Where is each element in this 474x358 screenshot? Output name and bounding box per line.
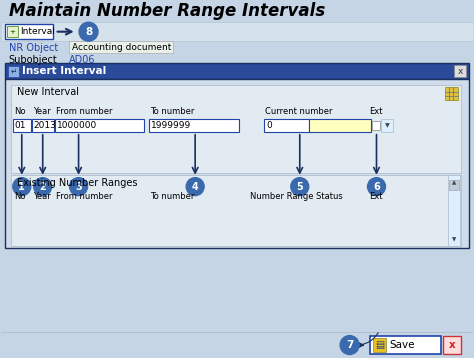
Text: ▼: ▼	[385, 123, 390, 128]
FancyBboxPatch shape	[11, 175, 461, 246]
Text: Number Range Status: Number Range Status	[250, 192, 343, 201]
Text: From number: From number	[55, 107, 112, 116]
Text: Subobject: Subobject	[9, 55, 57, 65]
Text: New Interval: New Interval	[17, 87, 79, 97]
FancyBboxPatch shape	[11, 85, 461, 173]
FancyBboxPatch shape	[32, 119, 54, 132]
FancyBboxPatch shape	[382, 119, 393, 132]
Text: ▼: ▼	[452, 237, 456, 242]
Text: Save: Save	[390, 340, 415, 350]
FancyBboxPatch shape	[5, 24, 53, 39]
Text: ▤: ▤	[375, 340, 384, 350]
Text: 1000000: 1000000	[57, 121, 97, 130]
FancyBboxPatch shape	[1, 1, 473, 21]
Text: Year: Year	[33, 107, 51, 116]
FancyBboxPatch shape	[69, 41, 173, 53]
Text: Existing Number Ranges: Existing Number Ranges	[17, 178, 137, 188]
FancyBboxPatch shape	[13, 119, 31, 132]
FancyBboxPatch shape	[1, 332, 473, 358]
Text: Ext: Ext	[370, 192, 383, 201]
Text: 4: 4	[192, 182, 199, 192]
Text: No: No	[14, 192, 25, 201]
Circle shape	[291, 178, 309, 195]
Text: 1: 1	[18, 182, 25, 192]
Text: Insert Interval: Insert Interval	[22, 66, 106, 76]
FancyBboxPatch shape	[370, 336, 441, 354]
Text: AD06: AD06	[69, 55, 95, 65]
FancyBboxPatch shape	[7, 26, 18, 37]
Text: ▲: ▲	[452, 180, 456, 185]
FancyBboxPatch shape	[443, 336, 461, 354]
Text: Maintain Number Range Intervals: Maintain Number Range Intervals	[9, 2, 325, 20]
Text: ↵: ↵	[10, 67, 17, 76]
Circle shape	[79, 22, 98, 41]
Text: No: No	[14, 107, 25, 116]
Text: NR Object: NR Object	[9, 43, 58, 53]
FancyBboxPatch shape	[454, 65, 466, 77]
Text: 7: 7	[346, 340, 353, 350]
Circle shape	[340, 335, 359, 354]
Circle shape	[70, 178, 88, 195]
Text: Interval: Interval	[20, 27, 55, 36]
Text: +: +	[9, 29, 15, 35]
Text: To number: To number	[150, 192, 195, 201]
Circle shape	[186, 178, 204, 195]
Text: Current number: Current number	[265, 107, 332, 116]
Text: 5: 5	[296, 182, 303, 192]
Text: 1999999: 1999999	[151, 121, 191, 130]
FancyBboxPatch shape	[8, 66, 19, 77]
Text: Accounting document: Accounting document	[72, 43, 171, 52]
FancyBboxPatch shape	[5, 63, 469, 79]
FancyBboxPatch shape	[372, 121, 381, 130]
FancyBboxPatch shape	[373, 338, 386, 352]
FancyBboxPatch shape	[449, 180, 459, 190]
Text: 0: 0	[266, 121, 272, 130]
Circle shape	[34, 178, 52, 195]
Text: 8: 8	[85, 27, 92, 37]
Text: 01: 01	[15, 121, 27, 130]
Text: x: x	[449, 340, 456, 350]
Text: To number: To number	[150, 107, 195, 116]
FancyBboxPatch shape	[448, 175, 460, 246]
FancyBboxPatch shape	[55, 119, 145, 132]
FancyBboxPatch shape	[149, 119, 239, 132]
Text: 3: 3	[75, 182, 82, 192]
FancyBboxPatch shape	[309, 119, 371, 132]
Text: x: x	[457, 67, 463, 76]
FancyBboxPatch shape	[264, 119, 309, 132]
Text: Year: Year	[33, 192, 51, 201]
FancyBboxPatch shape	[1, 22, 473, 41]
Text: Ext: Ext	[370, 107, 383, 116]
Text: 6: 6	[373, 182, 380, 192]
Circle shape	[367, 178, 385, 195]
Text: From number: From number	[55, 192, 112, 201]
Text: 2013: 2013	[34, 121, 56, 130]
Text: 2: 2	[39, 182, 46, 192]
Circle shape	[13, 178, 31, 195]
FancyBboxPatch shape	[445, 87, 458, 100]
FancyBboxPatch shape	[5, 79, 469, 248]
